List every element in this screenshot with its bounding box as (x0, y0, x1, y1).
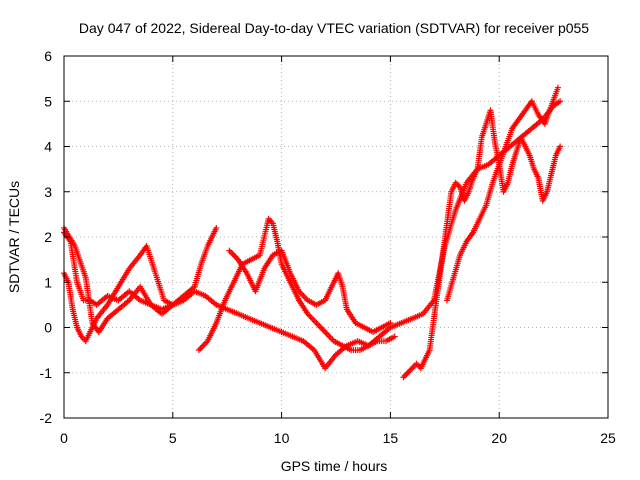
x-tick-label: 20 (491, 430, 507, 446)
x-tick-label: 0 (60, 430, 68, 446)
data-point (557, 143, 564, 150)
y-tick-label: -1 (40, 365, 53, 381)
data-point (554, 84, 561, 91)
data-point (387, 319, 394, 326)
x-axis-label: GPS time / hours (281, 458, 388, 474)
x-tick-label: 25 (600, 430, 616, 446)
data-point (169, 301, 176, 308)
y-tick-label: 4 (44, 139, 52, 155)
series-track-3 (61, 224, 176, 336)
series-track-4 (195, 215, 398, 354)
data-points (61, 84, 564, 381)
series-track-6 (400, 107, 564, 381)
x-tick-label: 10 (274, 430, 290, 446)
x-tick-label: 5 (169, 430, 177, 446)
series-track-2 (61, 224, 220, 345)
y-tick-label: 0 (44, 320, 52, 336)
y-tick-label: 5 (44, 93, 52, 109)
y-tick-label: 1 (44, 274, 52, 290)
y-tick-label: -2 (40, 410, 53, 426)
data-point (557, 98, 564, 105)
series-track-7 (443, 84, 561, 304)
y-tick-label: 2 (44, 229, 52, 245)
data-point (213, 224, 220, 231)
x-tick-label: 15 (383, 430, 399, 446)
y-axis-label: SDTVAR / TECUs (6, 181, 22, 293)
y-tick-label: 6 (44, 48, 52, 64)
axis-ticks: 0 5 10 15 20 25 -2 -1 0 1 2 3 4 5 6 (40, 48, 616, 446)
chart-title: Day 047 of 2022, Sidereal Day-to-day VTE… (79, 20, 589, 36)
y-tick-label: 3 (44, 184, 52, 200)
data-point (391, 333, 398, 340)
series-track-5 (226, 247, 394, 336)
